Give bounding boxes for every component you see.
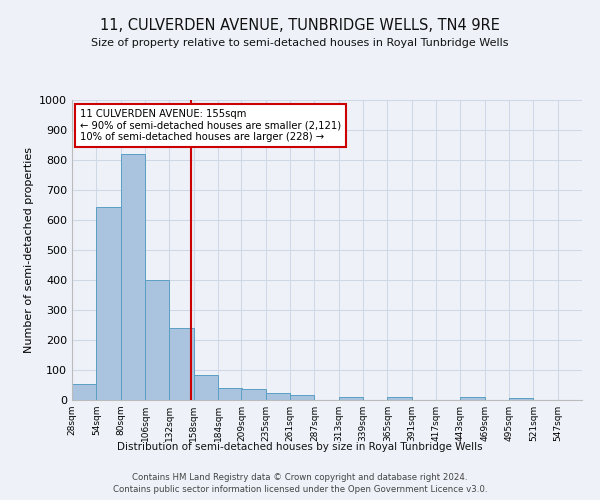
Bar xyxy=(97,206,121,400)
Bar xyxy=(169,328,194,400)
Bar xyxy=(266,394,290,400)
Text: 11, CULVERDEN AVENUE, TUNBRIDGE WELLS, TN4 9RE: 11, CULVERDEN AVENUE, TUNBRIDGE WELLS, T… xyxy=(100,18,500,32)
Bar xyxy=(460,397,485,400)
Bar xyxy=(72,384,97,400)
Text: Distribution of semi-detached houses by size in Royal Tunbridge Wells: Distribution of semi-detached houses by … xyxy=(117,442,483,452)
Bar xyxy=(290,395,314,400)
Bar xyxy=(218,388,242,400)
Bar xyxy=(338,397,363,400)
Bar xyxy=(388,397,412,400)
Y-axis label: Number of semi-detached properties: Number of semi-detached properties xyxy=(23,147,34,353)
Bar xyxy=(194,374,218,400)
Bar xyxy=(145,280,169,400)
Bar xyxy=(121,154,145,400)
Text: Contains HM Land Registry data © Crown copyright and database right 2024.
Contai: Contains HM Land Registry data © Crown c… xyxy=(113,472,487,494)
Text: 11 CULVERDEN AVENUE: 155sqm
← 90% of semi-detached houses are smaller (2,121)
10: 11 CULVERDEN AVENUE: 155sqm ← 90% of sem… xyxy=(80,109,341,142)
Bar xyxy=(509,398,533,400)
Bar xyxy=(241,389,266,400)
Text: Size of property relative to semi-detached houses in Royal Tunbridge Wells: Size of property relative to semi-detach… xyxy=(91,38,509,48)
